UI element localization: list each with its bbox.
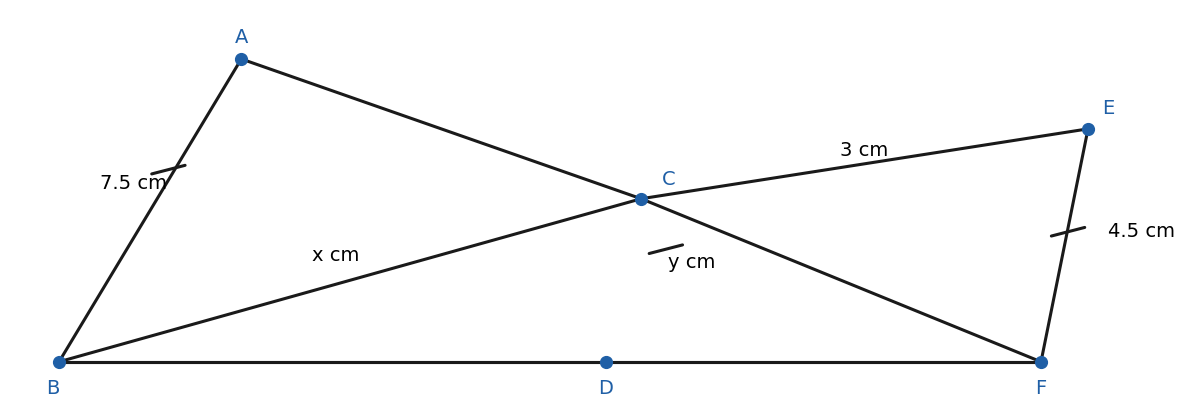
Text: E: E [1102,99,1115,118]
Point [49,358,68,365]
Text: D: D [599,379,613,398]
Text: 7.5 cm: 7.5 cm [101,174,167,193]
Text: A: A [235,28,248,47]
Text: C: C [662,170,676,189]
Point [1079,126,1098,132]
Point [631,195,650,202]
Text: F: F [1036,379,1046,398]
Text: 4.5 cm: 4.5 cm [1108,222,1175,241]
Text: x cm: x cm [312,245,359,265]
Text: 3 cm: 3 cm [840,141,889,160]
Point [1032,358,1051,365]
Text: B: B [47,379,60,398]
Text: y cm: y cm [668,253,715,272]
Point [232,56,251,62]
Point [596,358,616,365]
